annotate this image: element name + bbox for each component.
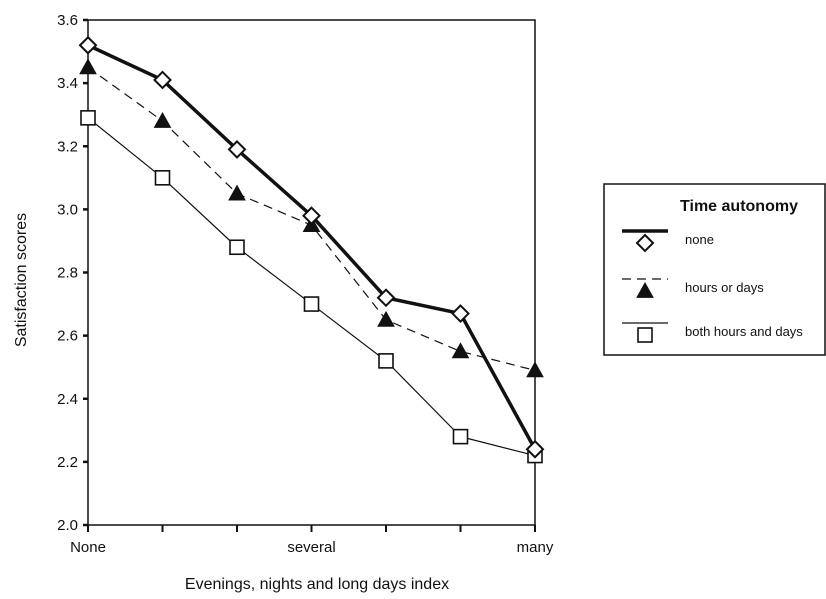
x-axis: None several many (70, 525, 554, 556)
y-tick-label: 2.0 (57, 517, 78, 534)
data-point-square (229, 239, 245, 256)
data-point-diamond (302, 206, 321, 226)
data-point-diamond (376, 288, 396, 308)
plot-border (87, 19, 536, 526)
legend-box (603, 183, 826, 356)
x-tick-label: None (70, 539, 106, 556)
x-tick-label: several (287, 539, 335, 556)
y-tick-label: 3.0 (57, 201, 78, 218)
series-line (87, 43, 537, 451)
data-point-square (378, 353, 394, 369)
series-layer (78, 35, 545, 464)
data-point-triangle (377, 310, 395, 327)
data-point-square (80, 110, 96, 126)
legend: Time autonomy none hours or days both hour… (603, 183, 826, 356)
data-point-diamond (227, 139, 247, 159)
legend-label: hours or days (685, 280, 764, 295)
data-point-triangle (451, 342, 470, 359)
y-tick-label: 3.2 (57, 138, 78, 155)
data-point-diamond (78, 35, 98, 55)
data-point-square (154, 170, 171, 186)
data-point-triangle (79, 58, 97, 75)
legend-items: none hours or days both hours and days (622, 229, 803, 343)
y-tick-label: 2.2 (57, 454, 78, 471)
y-tick-label: 2.6 (57, 328, 78, 345)
legend-title: Time autonomy (680, 198, 798, 215)
legend-label: none (685, 232, 714, 247)
y-axis: 2.0 2.2 2.4 2.6 2.8 3.0 3.2 3.4 3.6 (57, 12, 88, 534)
data-point-diamond (153, 70, 172, 90)
legend-label: both hours and days (685, 324, 803, 339)
data-point-square (637, 327, 653, 343)
data-point-square (303, 296, 320, 312)
data-point-triangle (228, 184, 246, 201)
y-tick-label: 3.6 (57, 12, 78, 29)
data-point-diamond (525, 439, 545, 459)
y-tick-label: 3.4 (57, 75, 78, 92)
plot-frame (87, 19, 536, 526)
y-axis-title: Satisfaction scores (13, 213, 30, 347)
data-point-triangle (153, 111, 172, 128)
x-tick-label: many (517, 539, 554, 556)
data-point-diamond (635, 233, 655, 253)
series-line (87, 117, 536, 457)
x-axis-title: Evenings, nights and long days index (185, 576, 449, 593)
y-tick-label: 2.8 (57, 265, 78, 282)
data-point-triangle (526, 361, 544, 378)
data-point-square (452, 428, 469, 445)
data-point-triangle (636, 281, 654, 298)
data-point-diamond (451, 304, 470, 323)
y-tick-label: 2.4 (57, 391, 78, 408)
